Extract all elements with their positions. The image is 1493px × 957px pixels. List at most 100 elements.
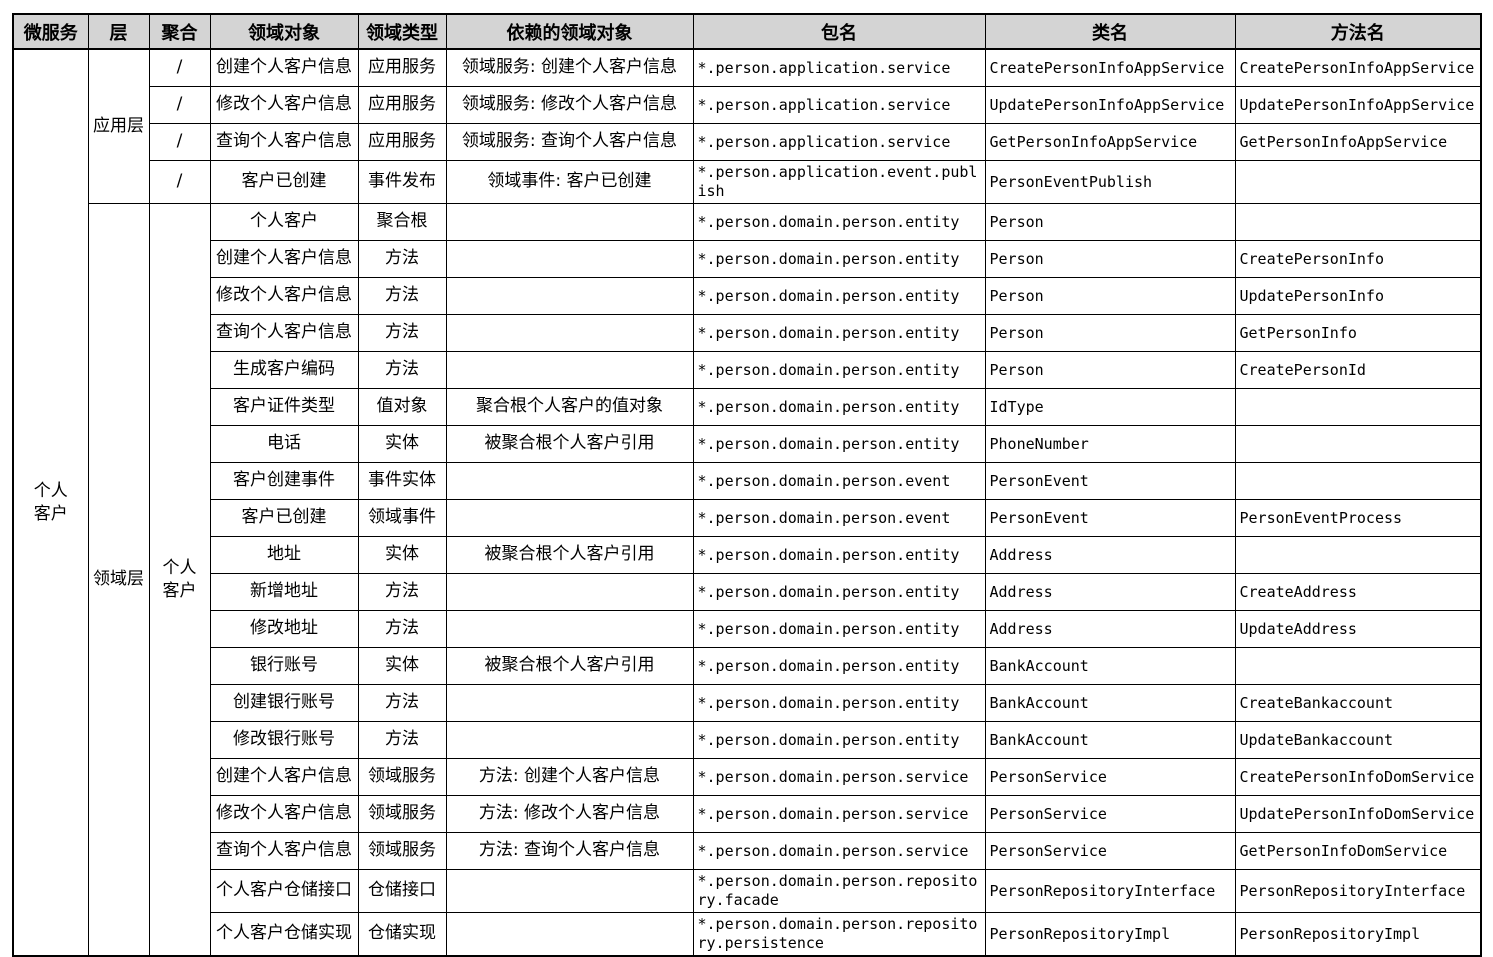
cell-domain-object: 查询个人客户信息 bbox=[209, 123, 359, 161]
cell-dependency: 领域服务: 查询个人客户信息 bbox=[445, 123, 694, 161]
cell-domain-object: 客户已创建 bbox=[209, 499, 359, 537]
cell-class: PhoneNumber bbox=[984, 425, 1236, 463]
cell-method bbox=[1234, 425, 1482, 463]
cell-aggregate: / bbox=[148, 86, 211, 124]
cell-class: Address bbox=[984, 610, 1236, 648]
cell-domain-object: 生成客户编码 bbox=[209, 351, 359, 389]
table-row: 查询个人客户信息 领域服务 方法: 查询个人客户信息 *.person.domain.… bbox=[13, 832, 1482, 870]
table-row: 电话 实体 被聚合根个人客户引用 *.person.domain.person.ent… bbox=[13, 425, 1482, 463]
cell-domain-object: 地址 bbox=[209, 536, 359, 574]
cell-domain-type: 应用服务 bbox=[357, 48, 447, 87]
table-row: 地址 实体 被聚合根个人客户引用 *.person.domain.person.ent… bbox=[13, 536, 1482, 574]
cell-class: IdType bbox=[984, 388, 1236, 426]
table-row: / 查询个人客户信息 应用服务 领域服务: 查询个人客户信息 *.person.appl… bbox=[13, 123, 1482, 161]
cell-domain-type: 方法 bbox=[357, 573, 447, 611]
cell-method: CreateAddress bbox=[1234, 573, 1482, 611]
cell-dependency: 被聚合根个人客户引用 bbox=[445, 536, 694, 574]
cell-domain-object: 新增地址 bbox=[209, 573, 359, 611]
cell-domain-type: 值对象 bbox=[357, 388, 447, 426]
cell-dependency bbox=[445, 314, 694, 352]
cell-layer: 领域层 bbox=[87, 203, 150, 957]
cell-package: *.person.domain.person.entity bbox=[692, 351, 986, 389]
table-row: 客户证件类型 值对象 聚合根个人客户的值对象 *.person.domain.pers… bbox=[13, 388, 1482, 426]
header-cell-layer: 层 bbox=[87, 13, 150, 50]
cell-package: *.person.domain.person.entity bbox=[692, 573, 986, 611]
cell-method: UpdateBankaccount bbox=[1234, 721, 1482, 759]
cell-domain-type: 应用服务 bbox=[357, 86, 447, 124]
cell-class: Address bbox=[984, 573, 1236, 611]
header-cell-domain-object: 领域对象 bbox=[209, 13, 359, 50]
cell-dependency: 聚合根个人客户的值对象 bbox=[445, 388, 694, 426]
cell-package: *.person.domain.person.event bbox=[692, 499, 986, 537]
table-header: 微服务 层 聚合 领域对象 领域类型 依赖的领域对象 包名 类名 方法名 bbox=[12, 13, 1482, 50]
cell-package: *.person.domain.person.entity bbox=[692, 610, 986, 648]
cell-method: UpdatePersonInfo bbox=[1234, 277, 1482, 315]
header-cell-dependency: 依赖的领域对象 bbox=[445, 13, 694, 50]
cell-package: *.person.domain.person.entity bbox=[692, 647, 986, 685]
cell-method bbox=[1234, 388, 1482, 426]
cell-class: Person bbox=[984, 277, 1236, 315]
cell-domain-object: 查询个人客户信息 bbox=[209, 314, 359, 352]
table-row: / 修改个人客户信息 应用服务 领域服务: 修改个人客户信息 *.person.appl… bbox=[13, 86, 1482, 124]
cell-domain-object: 银行账号 bbox=[209, 647, 359, 685]
cell-dependency bbox=[445, 462, 694, 500]
table-row: 查询个人客户信息 方法 *.person.domain.person.entity P… bbox=[13, 314, 1482, 352]
cell-domain-type: 方法 bbox=[357, 684, 447, 722]
header-cell-microservice: 微服务 bbox=[12, 13, 89, 50]
header-cell-method: 方法名 bbox=[1234, 13, 1482, 50]
cell-class: BankAccount bbox=[984, 721, 1236, 759]
table-row: 创建银行账号 方法 *.person.domain.person.entity Ban… bbox=[13, 684, 1482, 722]
cell-domain-object: 修改个人客户信息 bbox=[209, 795, 359, 833]
cell-method: PersonRepositoryInterface bbox=[1234, 869, 1482, 913]
header-cell-class: 类名 bbox=[984, 13, 1236, 50]
cell-class: PersonEvent bbox=[984, 462, 1236, 500]
cell-class: CreatePersonInfoAppService bbox=[984, 48, 1236, 87]
cell-dependency: 方法: 创建个人客户信息 bbox=[445, 758, 694, 796]
cell-domain-type: 领域服务 bbox=[357, 832, 447, 870]
cell-dependency: 被聚合根个人客户引用 bbox=[445, 647, 694, 685]
table-row: 修改地址 方法 *.person.domain.person.entity Addre… bbox=[13, 610, 1482, 648]
cell-class: Person bbox=[984, 314, 1236, 352]
cell-domain-type: 仓储实现 bbox=[357, 912, 447, 957]
cell-class: UpdatePersonInfoAppService bbox=[984, 86, 1236, 124]
cell-class: PersonService bbox=[984, 832, 1236, 870]
cell-dependency bbox=[445, 240, 694, 278]
table-row: 客户创建事件 事件实体 *.person.domain.person.event Pe… bbox=[13, 462, 1482, 500]
cell-method: GetPersonInfoAppService bbox=[1234, 123, 1482, 161]
cell-domain-type: 领域服务 bbox=[357, 795, 447, 833]
cell-dependency bbox=[445, 610, 694, 648]
cell-package: *.person.domain.person.service bbox=[692, 832, 986, 870]
cell-method: UpdatePersonInfoAppService bbox=[1234, 86, 1482, 124]
cell-domain-type: 方法 bbox=[357, 351, 447, 389]
cell-aggregate: / bbox=[148, 123, 211, 161]
cell-dependency: 被聚合根个人客户引用 bbox=[445, 425, 694, 463]
cell-package: *.person.domain.person.repository.facade bbox=[692, 869, 986, 913]
cell-dependency bbox=[445, 573, 694, 611]
header-cell-package: 包名 bbox=[692, 13, 986, 50]
cell-package: *.person.domain.person.entity bbox=[692, 314, 986, 352]
cell-package: *.person.domain.person.service bbox=[692, 758, 986, 796]
cell-class: Person bbox=[984, 351, 1236, 389]
cell-domain-object: 创建个人客户信息 bbox=[209, 48, 359, 87]
cell-domain-object: 创建个人客户信息 bbox=[209, 240, 359, 278]
cell-aggregate: / bbox=[148, 160, 211, 204]
cell-package: *.person.domain.person.entity bbox=[692, 277, 986, 315]
cell-domain-object: 个人客户 bbox=[209, 203, 359, 241]
cell-domain-type: 实体 bbox=[357, 425, 447, 463]
header-cell-aggregate: 聚合 bbox=[148, 13, 211, 50]
cell-aggregate-span: 个人客户 bbox=[148, 203, 211, 957]
header-row: 微服务 层 聚合 领域对象 领域类型 依赖的领域对象 包名 类名 方法名 bbox=[12, 13, 1482, 50]
cell-domain-object: 客户创建事件 bbox=[209, 462, 359, 500]
table-row: 客户已创建 领域事件 *.person.domain.person.event Per… bbox=[13, 499, 1482, 537]
cell-class: Address bbox=[984, 536, 1236, 574]
cell-method: GetPersonInfo bbox=[1234, 314, 1482, 352]
cell-domain-type: 方法 bbox=[357, 314, 447, 352]
table-body: 个人客户 应用层 / 创建个人客户信息 应用服务 领域服务: 创建个人客户信息 *.pers… bbox=[12, 48, 1482, 957]
cell-method: CreatePersonId bbox=[1234, 351, 1482, 389]
cell-method bbox=[1234, 203, 1482, 241]
cell-aggregate: / bbox=[148, 48, 211, 87]
table-row: 领域层 个人客户 个人客户 聚合根 *.person.domain.person.ent… bbox=[13, 203, 1482, 957]
cell-dependency bbox=[445, 912, 694, 957]
cell-domain-object: 创建银行账号 bbox=[209, 684, 359, 722]
cell-dependency bbox=[445, 203, 694, 241]
